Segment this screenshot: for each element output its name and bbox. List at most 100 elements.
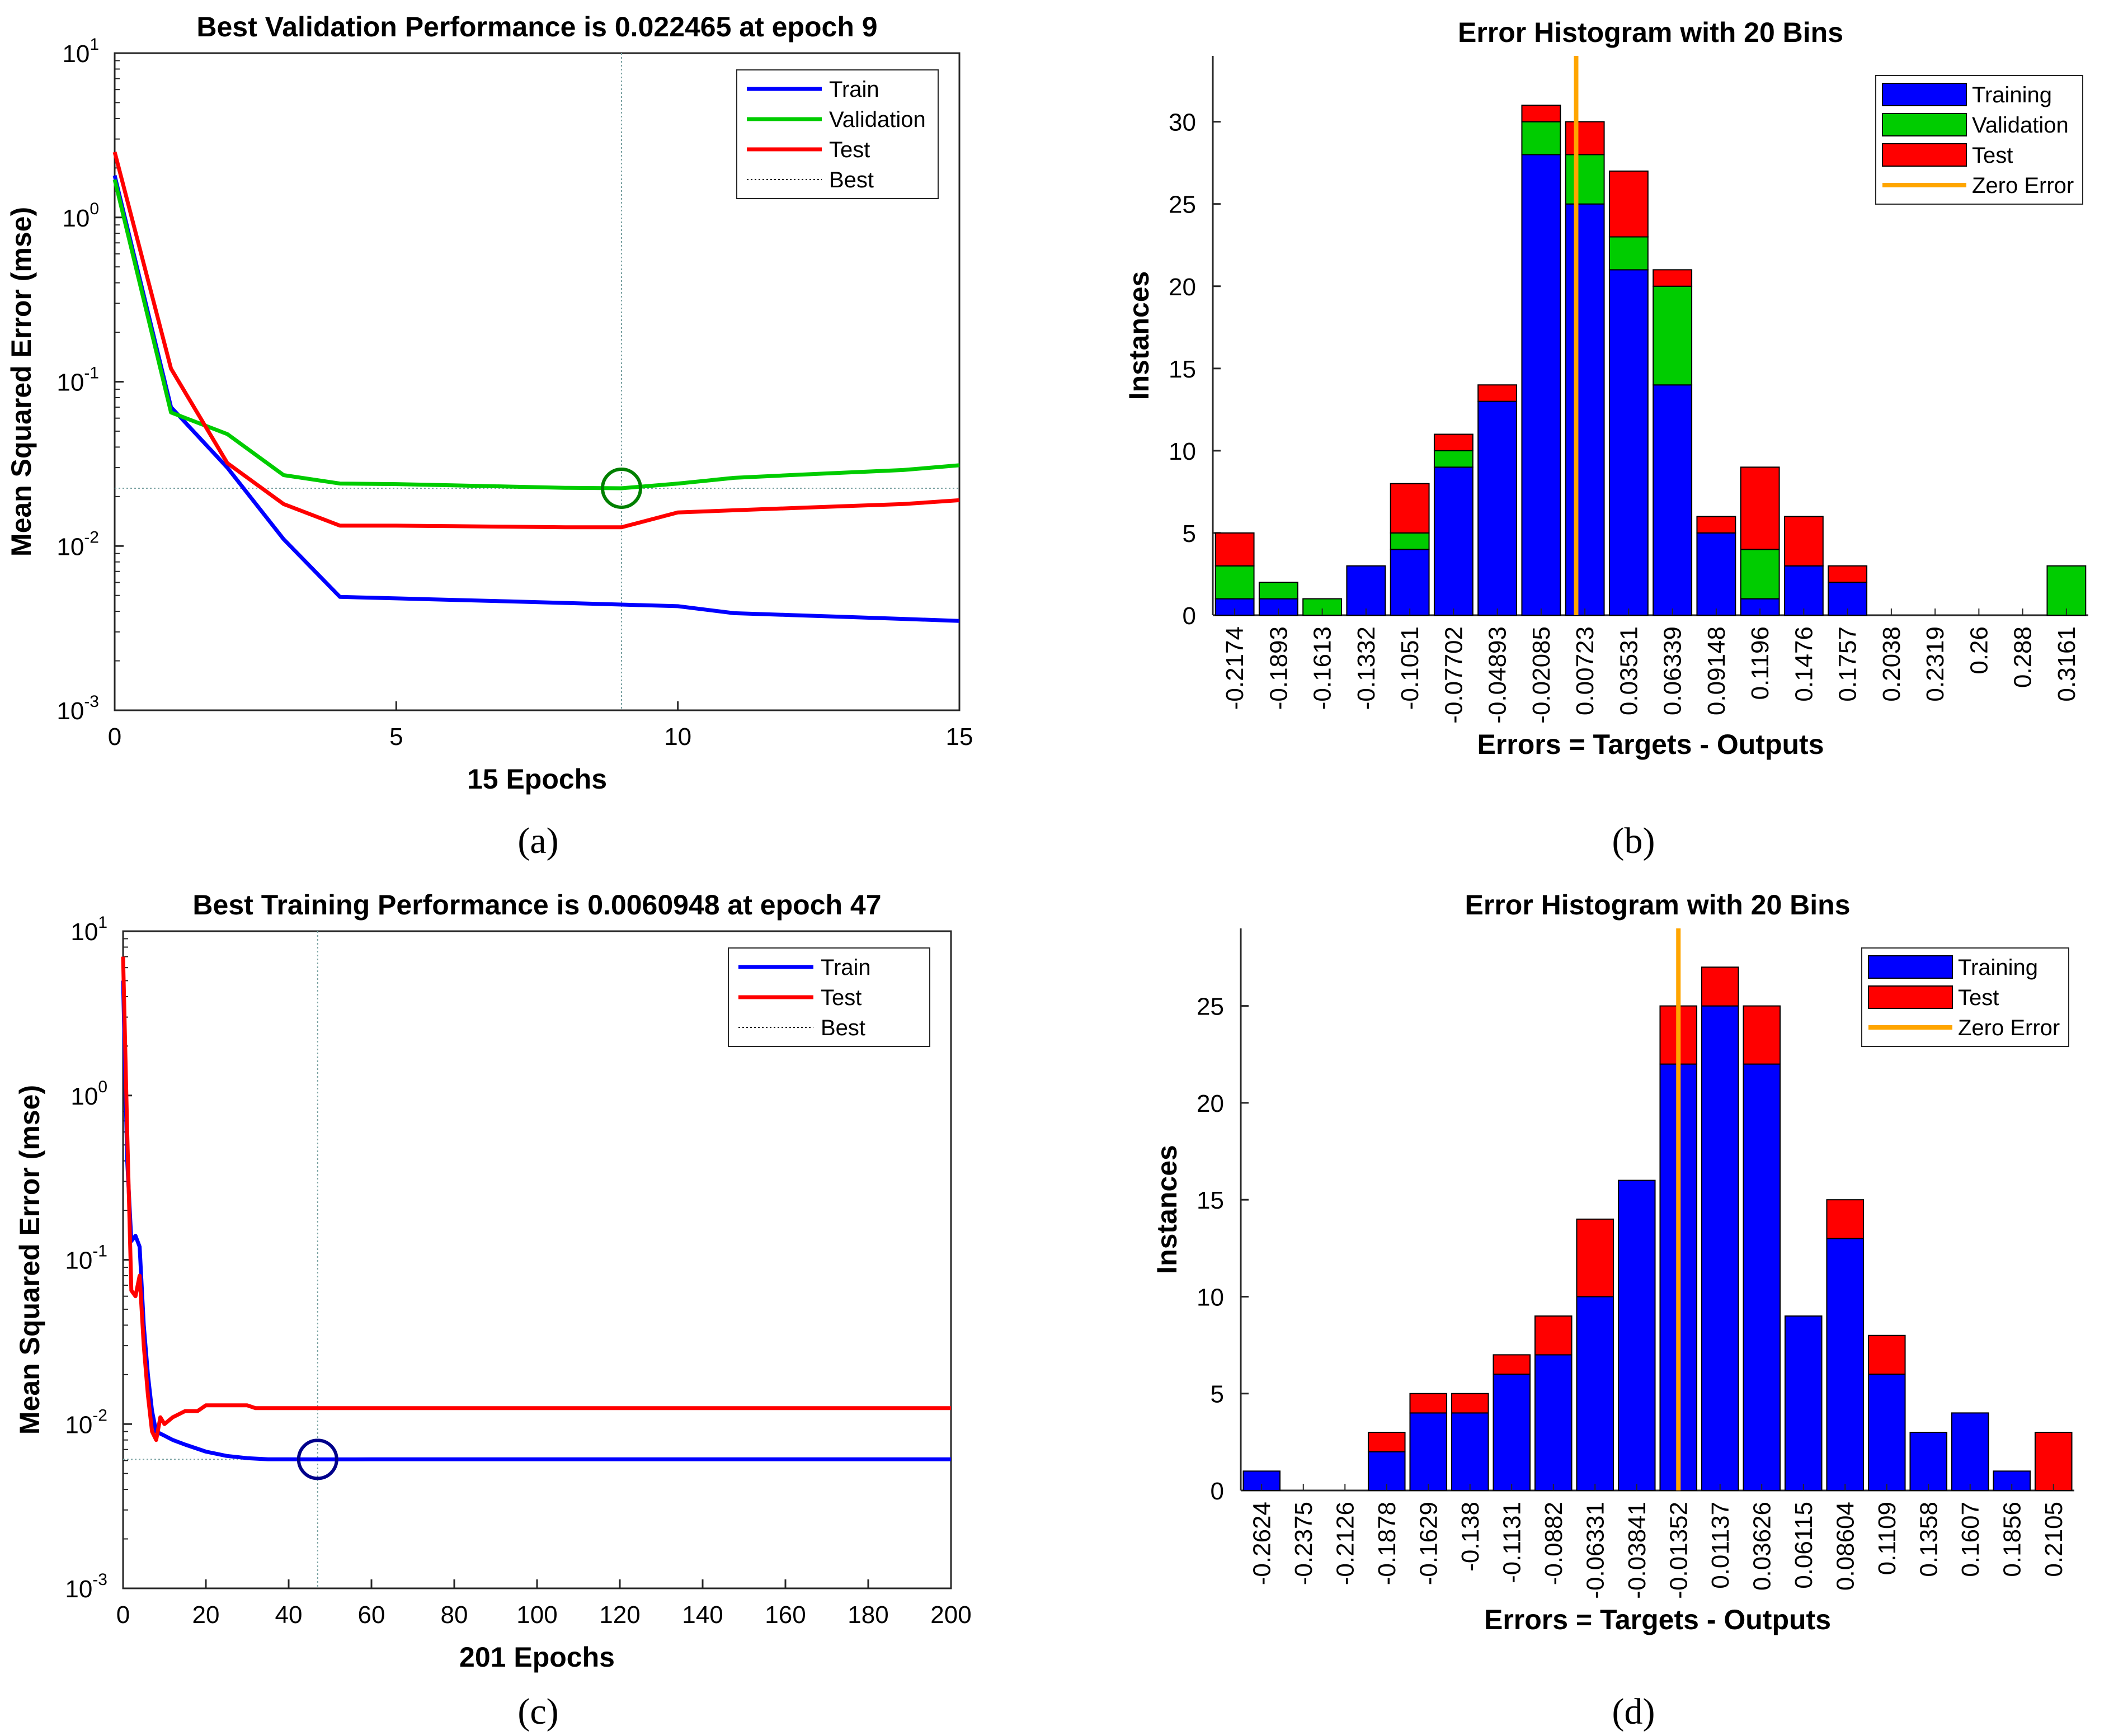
panel-label: (a) — [517, 820, 558, 861]
x-tick-label: 15 — [946, 723, 973, 751]
bar-test — [1826, 1199, 1865, 1239]
x-tick-label: -0.1613 — [1309, 626, 1336, 710]
x-tick-label: 0 — [116, 1601, 130, 1629]
x-tick-label: 0 — [108, 723, 121, 751]
x-tick-label: 0.1476 — [1790, 626, 1818, 702]
bar-training — [1909, 1432, 1948, 1491]
y-tick-label: 10 — [1169, 438, 1196, 465]
y-tick-base: 10 — [62, 40, 90, 68]
x-tick-label: 0.00723 — [1571, 626, 1599, 715]
y-tick-exp: -1 — [92, 1242, 107, 1261]
series-line-test — [121, 956, 951, 1442]
y-tick-exp: 0 — [98, 1078, 107, 1096]
y-tick-base: 10 — [62, 205, 90, 232]
x-tick-label: 0.1109 — [1873, 1502, 1901, 1575]
y-tick-base: 10 — [70, 918, 98, 946]
y-tick-label: 10-3 — [65, 1570, 107, 1603]
y-tick-label: 0 — [1211, 1478, 1224, 1505]
x-tick-label: -0.2375 — [1290, 1502, 1317, 1585]
bar-validation — [1433, 450, 1474, 468]
x-tick-label: -0.2624 — [1248, 1502, 1275, 1585]
bar-training — [1617, 1180, 1656, 1492]
best-marker — [601, 467, 642, 509]
y-tick-base: 10 — [65, 1247, 92, 1275]
legend-label: Test — [829, 138, 870, 162]
x-tick-label: 10 — [664, 723, 691, 751]
y-tick-label: 0 — [1183, 602, 1196, 630]
bar-test — [1477, 384, 1518, 402]
y-axis-label: Mean Squared Error (mse) — [14, 1085, 45, 1435]
bar-training — [1743, 1063, 1781, 1491]
x-tick-label: -0.138 — [1457, 1502, 1484, 1572]
series-line-train — [121, 980, 951, 1461]
bar-training — [1608, 269, 1649, 616]
bar-test — [1521, 105, 1561, 122]
y-tick-label: 25 — [1169, 191, 1196, 219]
x-tick-label: 0.1856 — [1998, 1502, 2026, 1577]
bar-training — [1433, 466, 1474, 616]
bar-validation — [1608, 236, 1649, 271]
y-tick-label: 20 — [1197, 1090, 1224, 1117]
x-tick-label: 20 — [192, 1601, 220, 1629]
x-tick-label: -0.04893 — [1484, 626, 1512, 724]
y-tick-exp: -2 — [92, 1406, 107, 1424]
x-axis-label: 201 Epochs — [459, 1641, 615, 1673]
x-tick-label: -0.03841 — [1623, 1502, 1651, 1599]
x-tick-label: 0.2319 — [1922, 626, 1949, 702]
x-tick-label: 80 — [441, 1601, 468, 1629]
y-tick-base: 10 — [70, 1083, 98, 1110]
bar-test — [1534, 1315, 1573, 1356]
bar-training — [1696, 532, 1736, 616]
y-tick-label: 101 — [62, 35, 99, 68]
legend-swatch-test — [1868, 985, 1953, 1009]
y-tick-exp: 0 — [90, 200, 99, 218]
x-tick-label: -0.07702 — [1440, 626, 1467, 724]
y-tick-label: 10-2 — [65, 1406, 107, 1438]
bar-training — [1534, 1354, 1573, 1492]
legend-swatch-training — [1868, 955, 1953, 979]
series-line-validation — [112, 179, 960, 490]
legend-label: Validation — [1972, 113, 2069, 138]
x-tick-label: -0.1893 — [1265, 626, 1292, 710]
bar-test — [1433, 433, 1474, 451]
y-tick-base: 10 — [65, 1411, 92, 1438]
y-tick-base: 10 — [57, 369, 84, 397]
bar-test — [1608, 170, 1649, 238]
x-tick-label: 0.08604 — [1832, 1502, 1859, 1591]
x-tick-label: 0.03531 — [1615, 626, 1642, 715]
bar-test — [1696, 516, 1736, 534]
bar-training — [1346, 565, 1386, 616]
y-tick-exp: 1 — [90, 35, 99, 54]
x-tick-label: 0.1358 — [1915, 1502, 1942, 1577]
panel-label: (b) — [1612, 820, 1655, 861]
bar-training — [1451, 1412, 1489, 1492]
x-tick-label: 0.06115 — [1790, 1502, 1818, 1589]
y-tick-label: 5 — [1211, 1381, 1224, 1408]
bar-test — [1493, 1354, 1531, 1375]
x-tick-label: 0.01137 — [1707, 1502, 1734, 1589]
legend-label: Validation — [829, 107, 926, 132]
x-tick-label: 120 — [599, 1601, 640, 1629]
legend-label: Training — [1972, 83, 2052, 107]
legend-label: Train — [829, 77, 879, 102]
chart-b: 0 5 10 15 20 25 30 -0.2174 -0.1893 -0.1613 -0.1332… — [1123, 17, 2088, 861]
panel-label: (d) — [1612, 1691, 1655, 1732]
bar-training — [1576, 1296, 1614, 1491]
bar-test — [1367, 1432, 1406, 1452]
y-tick-label: 5 — [1183, 520, 1196, 548]
x-tick-label: 5 — [389, 723, 403, 751]
x-tick-label: 0.1757 — [1834, 626, 1862, 702]
chart-title: Best Validation Performance is 0.022465 … — [196, 11, 877, 43]
y-tick-exp: -3 — [92, 1570, 107, 1589]
bar-validation — [1653, 285, 1693, 386]
x-tick-label: 0.03626 — [1748, 1502, 1776, 1591]
chart-d: 0 5 10 15 20 25 -0.2624 -0.2375 -0.2126 -0.1878 -0… — [1151, 889, 2074, 1732]
legend-label: Test — [1958, 985, 1999, 1010]
bar-training — [1867, 1374, 1906, 1491]
x-tick-label: -0.1051 — [1396, 626, 1424, 710]
bar-validation — [1521, 121, 1561, 155]
x-tick-label: -0.0882 — [1540, 1502, 1567, 1585]
y-tick-label: 10-1 — [57, 364, 99, 397]
